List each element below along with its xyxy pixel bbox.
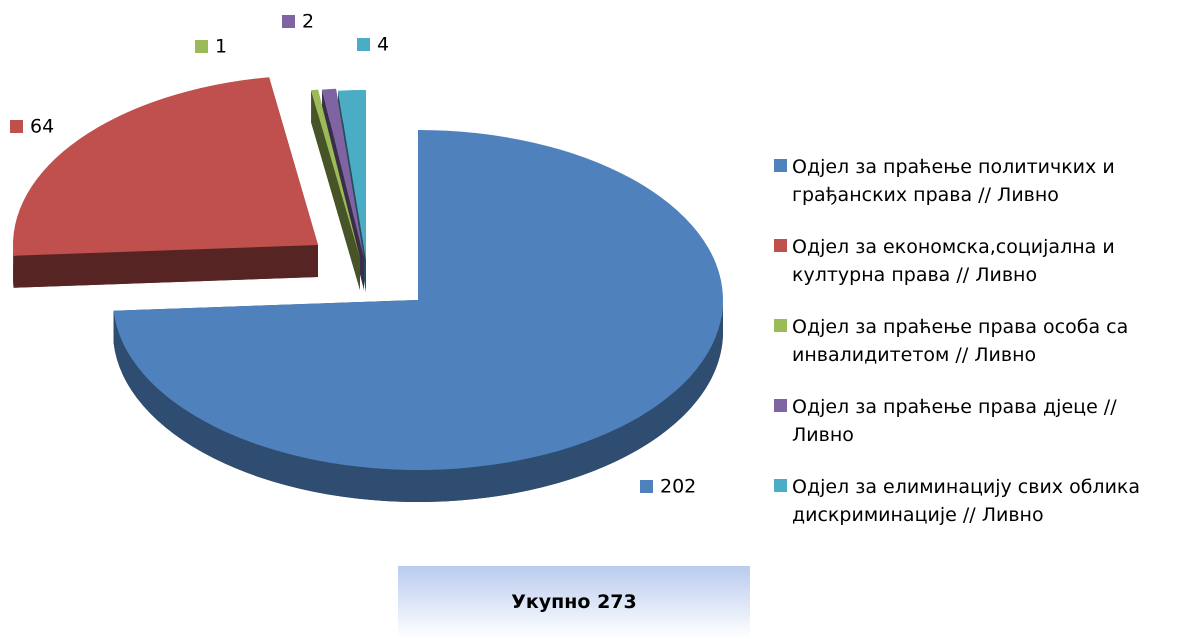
- legend-swatch: [774, 399, 787, 412]
- total-box: Укупно 273: [398, 566, 750, 638]
- legend: Одјел за праћење политичких и грађанских…: [774, 153, 1174, 553]
- data-label-key: [282, 15, 295, 28]
- slice-top: [113, 130, 724, 471]
- slice-side: [13, 245, 14, 288]
- legend-item: Одјел за економска,социјална и културна …: [774, 233, 1174, 313]
- legend-item: Одјел за праћење права дјеце // Ливно: [774, 393, 1174, 473]
- legend-item: Одјел за елиминацију свих облика дискрим…: [774, 473, 1174, 553]
- slice-top: [322, 88, 364, 258]
- slice-top: [311, 89, 360, 259]
- legend-swatch: [774, 319, 787, 332]
- slice-top: [13, 77, 319, 256]
- data-label: 202: [660, 476, 696, 498]
- data-label: 4: [377, 34, 389, 56]
- slice: [311, 89, 360, 291]
- data-label-key: [195, 40, 208, 53]
- slice-wall: [13, 245, 319, 288]
- legend-label: Одјел за елиминацију свих облика дискрим…: [792, 476, 1141, 526]
- data-label-key: [640, 480, 653, 493]
- legend-item: Одјел за праћење политичких и грађанских…: [774, 153, 1174, 233]
- legend-swatch: [774, 479, 787, 492]
- legend-label: Одјел за праћење права дјеце // Ливно: [792, 396, 1117, 446]
- data-label: 1: [215, 36, 227, 58]
- legend-label: Одјел за праћење политичких и грађанских…: [792, 156, 1115, 206]
- legend-item: Одјел за праћење права особа са инвалиди…: [774, 313, 1174, 393]
- chart: 202 64 1 2 4: [10, 11, 724, 503]
- data-label: 64: [30, 116, 54, 138]
- slice-side: [113, 300, 723, 502]
- slice: [113, 130, 724, 503]
- slice-top: [337, 90, 366, 260]
- data-label-key: [357, 38, 370, 51]
- legend-label: Одјел за праћење права особа са инвалиди…: [792, 316, 1129, 366]
- legend-swatch: [774, 239, 787, 252]
- slice: [13, 77, 319, 288]
- legend-label: Одјел за економска,социјална и културна …: [792, 236, 1115, 286]
- legend-swatch: [774, 159, 787, 172]
- data-label-key: [10, 120, 23, 133]
- data-label: 2: [302, 11, 314, 33]
